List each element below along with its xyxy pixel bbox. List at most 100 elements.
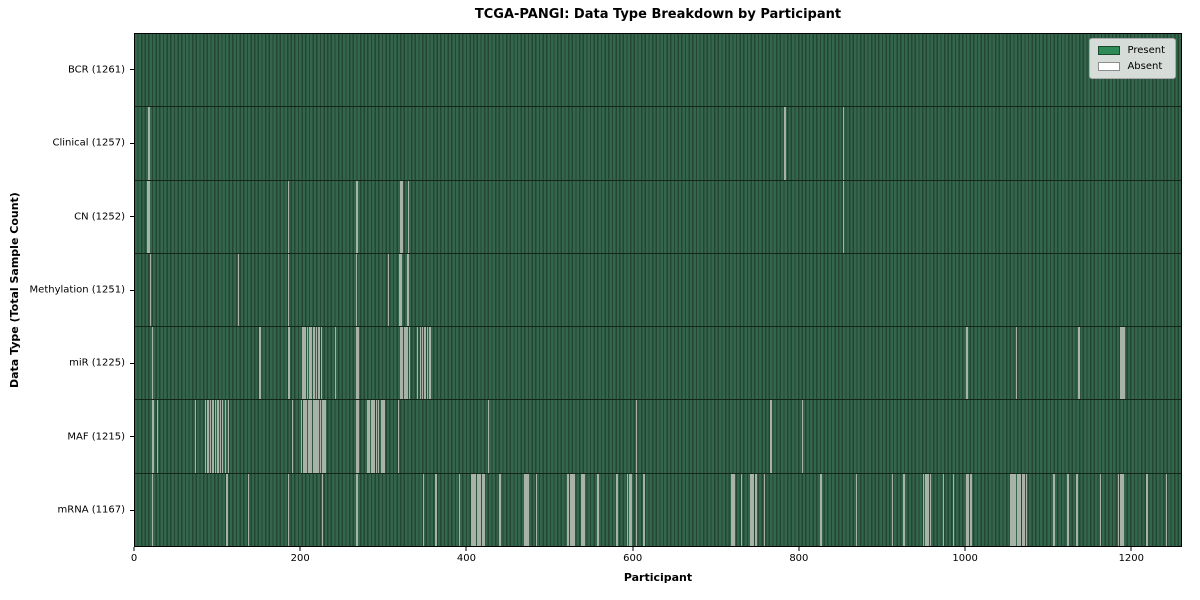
absent-mark	[616, 473, 618, 546]
absent-mark	[307, 400, 309, 473]
absent-mark	[770, 400, 772, 473]
absent-mark	[801, 400, 804, 473]
absent-mark	[422, 327, 424, 400]
ytick-label-mRNA: mRNA (1167)	[57, 504, 125, 516]
xtick-mark	[632, 547, 634, 551]
ytick-mark	[130, 69, 134, 71]
absent-mark	[400, 253, 402, 327]
absent-mark	[407, 327, 409, 400]
xtick-mark	[465, 547, 467, 551]
absent-mark	[1018, 473, 1020, 546]
absent-mark	[571, 473, 573, 546]
absent-mark	[924, 473, 927, 546]
absent-mark	[194, 400, 197, 473]
absent-mark	[405, 327, 407, 400]
absent-mark	[1015, 327, 1018, 400]
ytick-label-MAF: MAF (1215)	[67, 431, 125, 443]
absent-mark	[318, 327, 320, 400]
absent-mark	[731, 473, 733, 546]
ytick-mark	[130, 142, 134, 144]
absent-mark	[966, 473, 968, 546]
absent-mark	[309, 400, 311, 473]
absent-mark	[733, 473, 736, 546]
absent-mark	[149, 253, 152, 327]
absent-mark	[422, 473, 425, 546]
absent-mark	[309, 327, 311, 400]
absent-mark	[209, 400, 212, 473]
absent-mark	[287, 253, 290, 327]
absent-mark	[151, 473, 153, 546]
absent-mark	[1025, 473, 1028, 546]
absent-mark	[928, 473, 930, 546]
ytick-mark	[130, 216, 134, 218]
absent-mark	[643, 473, 645, 546]
absent-mark	[1023, 473, 1025, 546]
absent-mark	[481, 473, 484, 546]
x-axis-label: Participant	[623, 571, 693, 584]
absent-mark	[356, 400, 358, 473]
absent-mark	[616, 473, 619, 546]
absent-mark	[288, 327, 290, 400]
absent-mark	[226, 473, 228, 546]
absent-mark	[382, 400, 384, 473]
absent-mark	[148, 180, 150, 253]
absent-mark	[147, 180, 149, 253]
absent-mark	[1146, 473, 1149, 546]
xtick-mark	[964, 547, 966, 551]
x-axis-ticks: 0 200 400 600 800 1000 1200	[130, 547, 1182, 569]
absent-mark	[923, 473, 925, 546]
xtick-label-600: 600	[623, 553, 643, 564]
absent-mark	[929, 473, 932, 546]
absent-mark	[480, 473, 482, 546]
absent-mark	[287, 473, 290, 546]
absent-mark	[287, 180, 290, 253]
absent-mark	[581, 473, 583, 546]
absent-mark	[526, 473, 528, 546]
absent-swatch	[1098, 62, 1121, 71]
absent-mark	[310, 400, 313, 473]
absent-mark	[429, 327, 431, 400]
absent-mark	[471, 473, 474, 546]
absent-mark	[397, 400, 400, 473]
present-swatch	[1098, 46, 1121, 55]
absent-mark	[752, 473, 755, 546]
absent-mark	[1122, 327, 1124, 400]
absent-mark	[597, 473, 600, 546]
absent-mark	[219, 400, 221, 473]
absent-mark	[763, 473, 766, 546]
ytick-label-BCR: BCR (1261)	[67, 64, 125, 76]
absent-mark	[891, 473, 893, 546]
absent-mark	[1123, 327, 1126, 400]
absent-mark	[400, 327, 402, 400]
absent-mark	[407, 253, 409, 327]
absent-mark	[291, 400, 294, 473]
absent-mark	[524, 473, 526, 546]
xtick-mark	[299, 547, 301, 551]
ytick-mark	[130, 289, 134, 291]
absent-mark	[367, 400, 369, 473]
absent-mark	[373, 400, 376, 473]
absent-mark	[355, 253, 358, 327]
absent-mark	[259, 327, 261, 400]
absent-mark	[301, 327, 304, 400]
absent-mark	[483, 473, 485, 546]
absent-mark	[597, 473, 599, 546]
absent-mark	[207, 400, 209, 473]
absent-mark	[970, 473, 972, 546]
heatmap-row-CN	[135, 179, 1181, 253]
absent-mark	[149, 107, 151, 180]
heatmap-row-mRNA	[135, 472, 1181, 546]
absent-mark	[306, 327, 309, 400]
absent-mark	[1021, 473, 1024, 546]
legend-label-absent: Absent	[1127, 61, 1163, 72]
absent-mark	[458, 473, 460, 546]
xtick-label-0: 0	[130, 553, 138, 564]
absent-mark	[387, 253, 390, 327]
absent-mark	[302, 400, 304, 473]
absent-mark	[407, 253, 410, 327]
absent-mark	[305, 400, 308, 473]
absent-mark	[149, 180, 151, 253]
absent-mark	[319, 400, 322, 473]
absent-mark	[1078, 327, 1080, 400]
absent-mark	[156, 400, 158, 473]
